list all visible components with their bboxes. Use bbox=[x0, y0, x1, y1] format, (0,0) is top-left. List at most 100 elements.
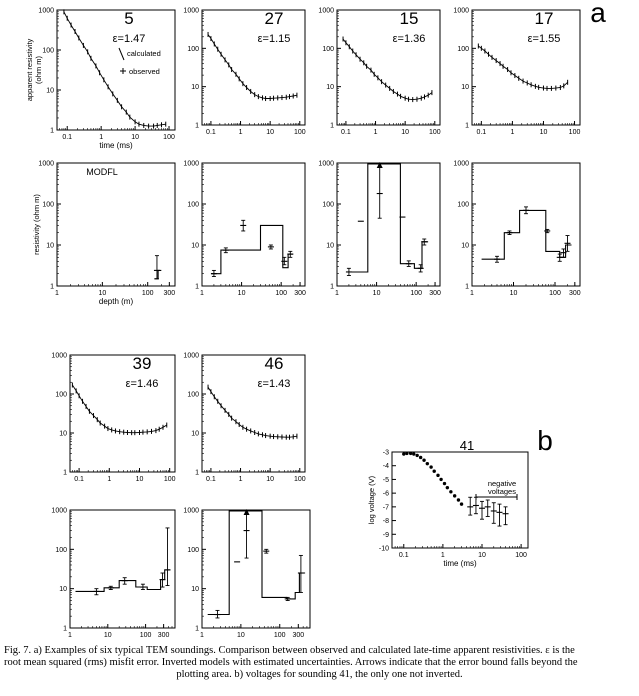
panel-12-annotation-word-1: negative bbox=[488, 479, 516, 488]
panel-11-ytick-label-1: 10 bbox=[191, 586, 199, 593]
panel-0-ylabel-units: (ohm m) bbox=[34, 56, 43, 84]
panel-4-ytick-label-2: 100 bbox=[42, 202, 54, 209]
panel-12-xtick-label-2: 10 bbox=[478, 552, 486, 559]
panel-12-xlabel: time (ms) bbox=[443, 559, 477, 568]
panel-12-observed-point-3 bbox=[412, 452, 416, 456]
panel-0-ytick-label-2: 100 bbox=[42, 48, 54, 55]
panel-12-ytick-label-6: -9 bbox=[383, 532, 389, 539]
panel-2-xtick-label-3: 100 bbox=[429, 129, 441, 136]
panel-5-xtick-label-2: 100 bbox=[275, 290, 287, 297]
panel-3-xtick-label-3: 100 bbox=[569, 129, 581, 136]
panel-5-xtick-label-0: 1 bbox=[200, 290, 204, 297]
panel-8-xtick-label-2: 10 bbox=[136, 476, 144, 483]
panel-1-xtick-label-0: 0.1 bbox=[206, 129, 216, 136]
panel-5-frame bbox=[201, 162, 306, 287]
panel-12-observed-point-1 bbox=[405, 451, 409, 456]
panel-12-observed-point-7 bbox=[425, 461, 430, 466]
panel-11-xtick-label-1: 10 bbox=[237, 632, 245, 639]
panel-8-xtick-label-0: 0.1 bbox=[74, 476, 84, 483]
figure-label-b: b bbox=[537, 425, 553, 456]
panel-8-ytick-label-1: 10 bbox=[59, 431, 67, 438]
panel-4-xtick-label-2: 100 bbox=[142, 290, 154, 297]
panel-12-observed-point-9 bbox=[432, 469, 436, 473]
panel-0-ylabel: apparent resistivity bbox=[25, 38, 34, 101]
panel-3-ytick-label-0: 1 bbox=[465, 123, 469, 130]
panel-1-ytick-label-0: 1 bbox=[195, 123, 199, 130]
panel-0-xtick-label-3: 100 bbox=[163, 134, 175, 141]
panel-0-legend-calculated: calculated bbox=[127, 49, 161, 58]
panel-1-epsilon-label: ε=1.15 bbox=[258, 33, 291, 45]
panel-11-xtick-label-2: 100 bbox=[274, 632, 286, 639]
panel-12-ytick-label-0: -3 bbox=[383, 450, 389, 457]
panel-4-ytick-label-3: 1000 bbox=[38, 161, 54, 168]
panel-12-observed-point-2 bbox=[408, 451, 413, 456]
panel-8-ytick-label-3: 1000 bbox=[51, 353, 67, 360]
panel-6-xtick-label-1: 10 bbox=[373, 290, 381, 297]
panel-6-frame bbox=[336, 162, 441, 287]
panel-6-arrow-2 bbox=[376, 162, 383, 168]
panel-11-frame bbox=[201, 509, 311, 629]
panel-12-observed-point-16 bbox=[456, 498, 461, 502]
panel-1-ytick-label-3: 1000 bbox=[183, 8, 199, 15]
panel-7-xtick-label-0: 1 bbox=[470, 290, 474, 297]
panel-7-ytick-label-1: 10 bbox=[461, 243, 469, 250]
panel-10-ytick-label-2: 100 bbox=[55, 547, 67, 554]
panel-3-epsilon-label: ε=1.55 bbox=[528, 33, 561, 45]
panel-7-frame bbox=[471, 162, 581, 287]
panel-12-ytick-label-2: -5 bbox=[383, 477, 389, 484]
panel-5-ytick-label-0: 1 bbox=[195, 284, 199, 291]
panel-12-frame bbox=[391, 451, 529, 549]
panel-9-title: 46 bbox=[265, 354, 284, 373]
panel-12-observed-point-8 bbox=[429, 465, 433, 469]
panel-0-xlabel: time (ms) bbox=[99, 141, 133, 150]
figure-caption: Fig. 7. a) Examples of six typical TEM s… bbox=[4, 645, 635, 681]
panel-8-ytick-label-2: 100 bbox=[55, 392, 67, 399]
panel-8-title: 39 bbox=[133, 354, 152, 373]
panel-5-model-steps bbox=[211, 224, 294, 275]
panel-9-calculated-curve bbox=[207, 386, 297, 438]
panel-12-observed-point-11 bbox=[439, 477, 443, 482]
panel-6-ytick-label-2: 100 bbox=[322, 202, 334, 209]
panel-8-epsilon-label: ε=1.46 bbox=[126, 378, 159, 390]
panel-9-xtick-label-3: 100 bbox=[294, 476, 306, 483]
panel-12-observed-point-0 bbox=[402, 452, 406, 456]
panel-12-ytick-label-1: -4 bbox=[383, 463, 389, 470]
panel-2-ytick-label-0: 1 bbox=[330, 123, 334, 130]
panel-5-xtick-label-1: 10 bbox=[238, 290, 246, 297]
panel-12-observed-point-10 bbox=[436, 473, 440, 478]
panel-2-epsilon-label: ε=1.36 bbox=[393, 33, 426, 45]
panel-4-ylabel: resistivity (ohm m) bbox=[32, 194, 41, 255]
panel-10-xtick-label-1: 10 bbox=[104, 632, 112, 639]
panel-12-xtick-label-0: 0.1 bbox=[399, 552, 409, 559]
panel-2-frame bbox=[336, 9, 441, 126]
panel-1-xtick-label-1: 1 bbox=[239, 129, 243, 136]
panel-6-xtick-label-0: 1 bbox=[335, 290, 339, 297]
panel-2-xtick-label-2: 10 bbox=[401, 129, 409, 136]
panel-12-ytick-label-5: -8 bbox=[383, 518, 389, 525]
panel-11-xtick-label-0: 1 bbox=[200, 632, 204, 639]
panel-7-ytick-label-0: 1 bbox=[465, 284, 469, 291]
panel-2-calculated-curve bbox=[342, 38, 433, 101]
figure-canvas: 0.1 1 10 100 1 10 100 1000 5 ε=1.47 time (ms) appar… bbox=[25, 0, 606, 639]
panel-8-calculated-curve bbox=[72, 384, 168, 434]
panel-4-model-steps bbox=[154, 269, 162, 280]
panel-4-xlabel: depth (m) bbox=[99, 297, 134, 306]
panel-8-frame bbox=[69, 354, 176, 473]
panel-6-ytick-label-0: 1 bbox=[330, 284, 334, 291]
panel-12-observed-point-5 bbox=[418, 455, 423, 460]
panel-2-xtick-label-1: 1 bbox=[374, 129, 378, 136]
panel-9-xtick-label-2: 10 bbox=[266, 476, 274, 483]
panel-0-legend-observed: observed bbox=[129, 67, 160, 76]
panel-8-ytick-label-0: 1 bbox=[63, 470, 67, 477]
panel-0-legend-calculated-symbol bbox=[118, 47, 125, 61]
figure-label-a: a bbox=[590, 0, 606, 28]
panel-0-xtick-label-0: 0.1 bbox=[62, 134, 72, 141]
panel-8-xtick-label-3: 100 bbox=[164, 476, 176, 483]
panel-12-observed-point-6 bbox=[422, 458, 426, 462]
panel-9-epsilon-label: ε=1.43 bbox=[258, 378, 291, 390]
panel-11-model-steps bbox=[207, 510, 306, 616]
panel-12-ytick-label-7: -10 bbox=[379, 546, 389, 553]
panel-4-xtick-label-0: 1 bbox=[55, 290, 59, 297]
panel-5-ytick-label-2: 100 bbox=[187, 202, 199, 209]
panel-12-xtick-label-3: 100 bbox=[515, 552, 527, 559]
